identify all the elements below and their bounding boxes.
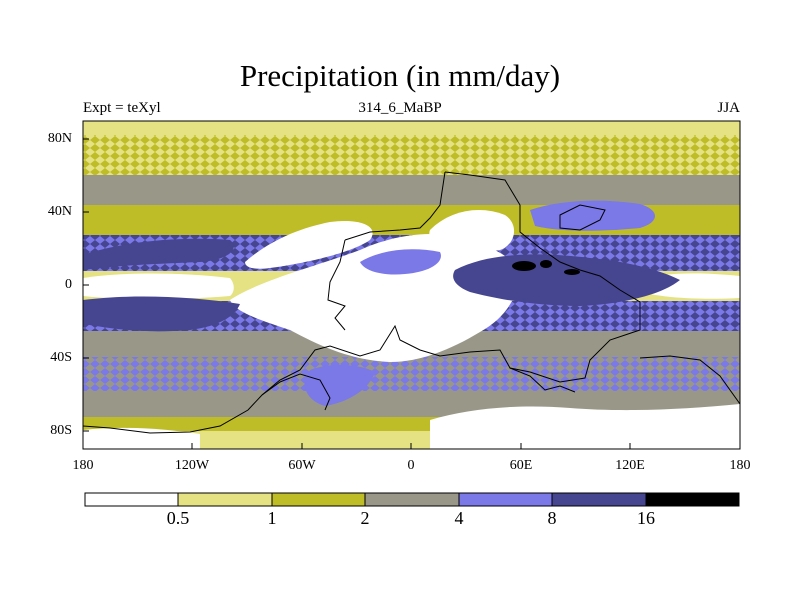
coastline-south-margin [639, 355, 740, 405]
colorbar-box-5 [459, 493, 552, 506]
x-label-120w: 120W [174, 458, 210, 473]
band-arctic [83, 121, 740, 135]
coastline-southwest [261, 373, 331, 411]
y-label-40n: 40N [47, 204, 72, 219]
colorbar-box-6 [552, 493, 646, 506]
extreme-spot-3 [564, 269, 580, 275]
dry-pangaea-interior [230, 234, 520, 362]
wet-north-continent-margin [360, 249, 441, 275]
colorbar-frame [84, 492, 740, 507]
time-period-label: 314_6_MaBP [358, 100, 442, 116]
dry-equatorial-west [83, 273, 234, 299]
x-label-60w: 60W [288, 458, 316, 473]
precipitation-field [83, 121, 740, 449]
colorbar-label-16: 16 [637, 508, 655, 528]
colorbar-label-1: 1 [267, 508, 277, 528]
colorbar-label-4: 4 [454, 508, 464, 528]
experiment-label: Expt = teXyl [83, 100, 161, 116]
season-label: JJA [717, 100, 740, 116]
extreme-spot-2 [540, 260, 552, 268]
extreme-spot-1 [512, 261, 536, 271]
colorbar-box-2 [178, 493, 272, 506]
x-label-0: 0 [407, 458, 415, 473]
y-label-80n: 80N [47, 131, 72, 146]
y-label-0: 0 [65, 277, 72, 292]
map-title: Precipitation (in mm/day) [239, 58, 561, 93]
dry-north-continent [429, 210, 515, 252]
band-south-mid [83, 357, 740, 391]
coastline-north-continent [344, 171, 446, 241]
y-label-40s: 40S [50, 350, 72, 365]
x-label-120e: 120E [615, 458, 645, 473]
axis-ticks [83, 138, 631, 449]
wet-north-pacific [83, 238, 234, 270]
colorbar [84, 492, 740, 507]
colorbar-label-0-5: 0.5 [166, 508, 190, 528]
x-label-180e: 180 [729, 458, 751, 473]
wet-tethys [453, 254, 680, 306]
colorbar-label-2: 2 [360, 508, 370, 528]
wet-east-asia [530, 200, 655, 231]
dry-south-polar-west [83, 427, 200, 449]
dry-south-polar [430, 404, 740, 449]
band-north-mid [83, 175, 740, 205]
coastline-west-margin [327, 239, 346, 331]
colorbar-label-8: 8 [547, 508, 557, 528]
colorbar-box-4 [365, 493, 459, 506]
coastline-east-asia [559, 204, 606, 231]
wet-southern-ocean-west [83, 296, 240, 332]
colorbar-box-1 [85, 493, 178, 506]
continent-outlines [83, 171, 740, 434]
band-north-high [83, 135, 740, 175]
colorbar-box-7 [646, 493, 739, 506]
wet-south-atlantic [305, 364, 375, 406]
y-label-80s: 80S [50, 423, 72, 438]
colorbar-box-3 [272, 493, 365, 506]
x-label-180w: 180 [72, 458, 94, 473]
dry-north-subtropics [245, 220, 373, 269]
x-label-60e: 60E [509, 458, 533, 473]
coastline-south-inner [509, 367, 576, 393]
